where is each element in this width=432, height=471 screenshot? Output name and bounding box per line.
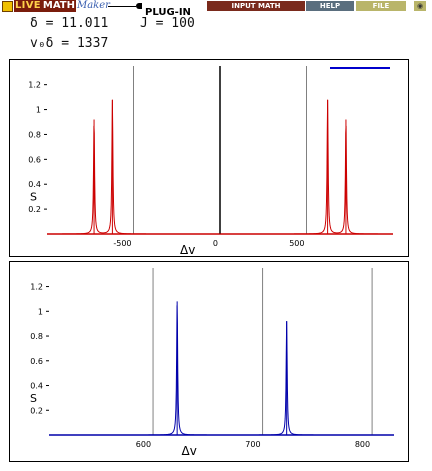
top-spectrum-chart[interactable]: -500 0 500 0.2 0.4 0.6 0.8 1 1.2 Δv S — [10, 60, 408, 257]
y-tick-label: 0.6 — [28, 155, 41, 164]
logo-math-text: MATH — [41, 0, 76, 12]
toolbar: LIVE MATH Maker PLUG-IN INPUT MATH HELP … — [0, 0, 432, 18]
y-tick-label: 1 — [38, 307, 43, 316]
corner-icon-button[interactable]: ◉ — [414, 1, 426, 11]
plugin-label: PLUG-IN — [145, 7, 191, 18]
x-tick-label: 500 — [289, 239, 304, 248]
x-tick-label: 0 — [213, 239, 218, 248]
y-axis-label: S — [30, 392, 37, 405]
file-button[interactable]: FILE — [356, 1, 406, 11]
y-tick-label: 0.2 — [30, 406, 43, 415]
y-tick-label: 0.8 — [28, 130, 41, 139]
x-axis-label: Δv — [180, 243, 195, 256]
help-button[interactable]: HELP — [306, 1, 354, 11]
logo-icon — [2, 0, 13, 12]
nu-delta-param[interactable]: v₀δ = 1337 — [30, 36, 109, 51]
input-math-button[interactable]: INPUT MATH — [207, 1, 305, 11]
y-tick-label: 1.2 — [30, 283, 43, 292]
logo-maker-text: Maker — [76, 0, 110, 11]
y-tick-label: 0.8 — [30, 332, 43, 341]
bottom-plot-panel: 600 700 800 0.2 0.4 0.6 0.8 1 1.2 Δv S — [9, 261, 409, 462]
y-tick-label: 1.2 — [28, 81, 41, 90]
y-tick-label: 1 — [36, 106, 41, 115]
plug-cord-icon — [108, 6, 136, 7]
y-axis-label: S — [30, 191, 37, 204]
x-axis-label: Δv — [182, 444, 197, 458]
top-plot-panel: -500 0 500 0.2 0.4 0.6 0.8 1 1.2 Δv S — [9, 59, 409, 257]
y-tick-label: 0.6 — [30, 357, 43, 366]
x-tick-label: -500 — [113, 239, 131, 248]
livemath-logo: LIVE MATH Maker — [2, 0, 110, 12]
x-tick-label: 800 — [355, 440, 370, 449]
plug-icon — [136, 3, 142, 9]
spectrum-trace — [49, 305, 394, 436]
bottom-spectrum-chart[interactable]: 600 700 800 0.2 0.4 0.6 0.8 1 1.2 Δv S — [10, 262, 408, 461]
y-tick-label: 0.4 — [30, 382, 43, 391]
y-tick-label: 0.2 — [28, 205, 41, 214]
x-tick-label: 700 — [245, 440, 260, 449]
spectrum-trace — [47, 99, 393, 235]
plugin-label-wrap: PLUG-IN — [143, 0, 191, 19]
logo-live-text: LIVE — [14, 0, 42, 12]
delta-param[interactable]: δ = 11.011 — [30, 16, 109, 31]
j-param[interactable]: J = 100 — [140, 16, 195, 31]
y-tick-label: 0.4 — [28, 180, 41, 189]
x-tick-label: 600 — [136, 440, 151, 449]
